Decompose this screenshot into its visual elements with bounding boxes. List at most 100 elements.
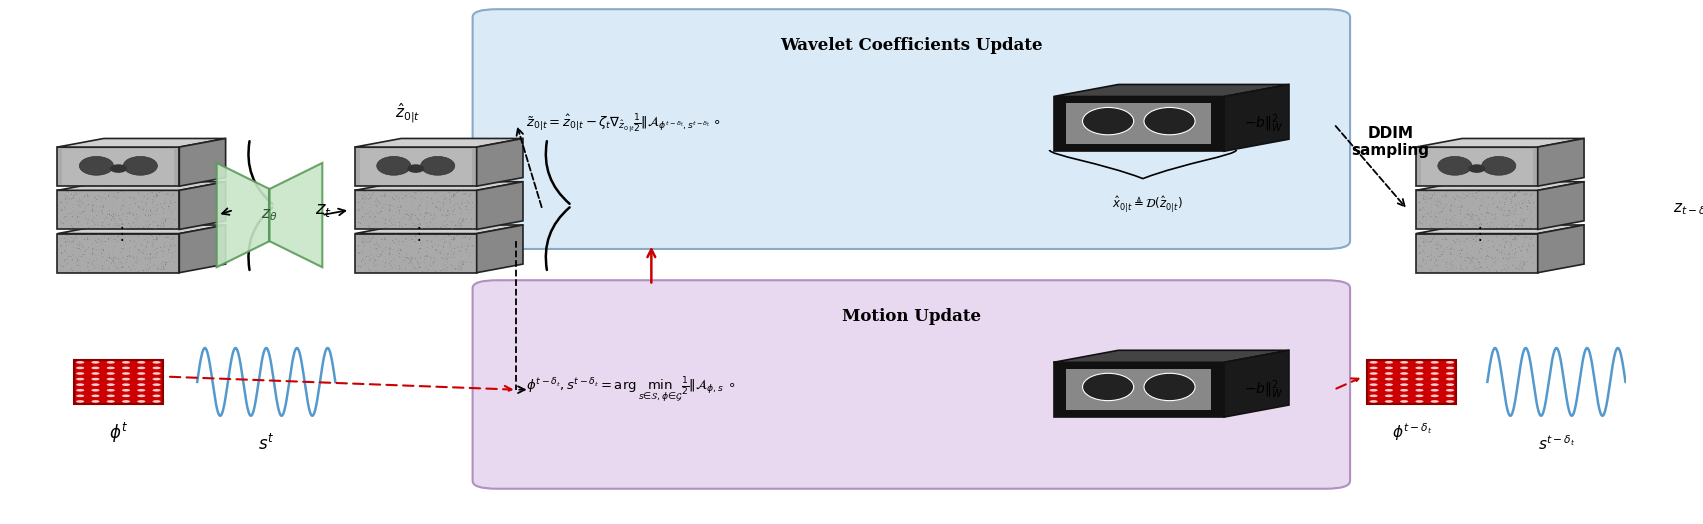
Point — [383, 238, 410, 246]
Point — [376, 245, 404, 253]
Point — [1437, 254, 1465, 262]
Point — [1454, 253, 1482, 261]
Point — [371, 220, 399, 228]
Point — [61, 190, 89, 199]
Point — [1461, 221, 1488, 230]
Point — [140, 194, 167, 203]
Point — [1417, 195, 1444, 204]
Point — [111, 239, 138, 247]
Point — [1448, 248, 1475, 257]
Point — [443, 188, 470, 196]
Point — [427, 223, 455, 231]
Point — [427, 206, 455, 214]
Point — [434, 255, 462, 263]
Point — [1483, 189, 1511, 197]
Point — [54, 239, 82, 247]
Point — [358, 190, 385, 199]
Point — [1417, 255, 1444, 264]
Point — [116, 224, 143, 232]
Point — [1480, 194, 1507, 202]
Point — [1454, 242, 1482, 250]
Point — [433, 255, 460, 263]
Point — [1495, 215, 1522, 223]
Point — [356, 256, 383, 265]
Point — [1517, 233, 1545, 242]
Point — [393, 191, 421, 199]
Point — [397, 235, 424, 243]
Point — [1459, 253, 1487, 261]
Point — [1500, 220, 1528, 228]
Point — [433, 266, 460, 274]
Point — [446, 263, 473, 271]
Point — [1456, 193, 1483, 202]
Point — [417, 255, 444, 263]
Point — [138, 210, 165, 218]
Point — [143, 234, 170, 242]
Point — [1446, 236, 1473, 244]
Point — [417, 219, 444, 227]
Point — [443, 198, 470, 206]
Point — [119, 261, 146, 270]
Point — [1461, 263, 1488, 271]
Point — [87, 267, 114, 275]
Point — [107, 205, 135, 213]
Point — [65, 209, 92, 217]
Point — [157, 254, 184, 262]
Point — [1502, 205, 1529, 213]
Point — [1480, 243, 1507, 251]
Point — [376, 213, 404, 222]
Point — [363, 213, 390, 221]
Point — [346, 249, 373, 258]
Point — [421, 235, 448, 243]
Point — [450, 233, 477, 242]
Point — [359, 233, 387, 241]
Point — [1505, 243, 1533, 252]
Point — [450, 215, 477, 223]
Point — [85, 231, 112, 239]
Circle shape — [107, 372, 114, 375]
Point — [446, 203, 473, 211]
Point — [116, 208, 143, 216]
Point — [1482, 216, 1509, 224]
Point — [1504, 188, 1531, 196]
Point — [351, 188, 378, 196]
Text: $\vdots$: $\vdots$ — [410, 224, 421, 243]
Point — [153, 242, 181, 250]
Point — [1408, 246, 1436, 254]
Point — [63, 234, 90, 242]
Point — [66, 241, 94, 249]
Point — [1475, 193, 1502, 202]
Point — [89, 252, 116, 260]
Point — [1458, 254, 1485, 262]
Point — [433, 210, 460, 219]
Point — [1456, 233, 1483, 241]
Point — [422, 232, 450, 241]
Ellipse shape — [407, 164, 424, 173]
Point — [152, 239, 179, 248]
Point — [121, 194, 148, 203]
Point — [383, 192, 410, 200]
Point — [1424, 209, 1451, 217]
Point — [1459, 223, 1487, 231]
Point — [124, 245, 152, 254]
Point — [63, 218, 90, 226]
Point — [100, 192, 128, 201]
Point — [1512, 233, 1540, 241]
Point — [1509, 219, 1536, 227]
Point — [58, 190, 85, 199]
Point — [97, 255, 124, 263]
Point — [426, 198, 453, 206]
Point — [155, 222, 182, 231]
Point — [419, 265, 446, 274]
Point — [83, 262, 111, 270]
Point — [443, 232, 470, 240]
Point — [1412, 210, 1439, 218]
Point — [405, 205, 433, 213]
Point — [89, 241, 116, 249]
Point — [1420, 259, 1448, 267]
Point — [402, 235, 429, 243]
Point — [1410, 191, 1437, 199]
Point — [61, 234, 89, 242]
Point — [371, 217, 399, 225]
Point — [155, 265, 182, 274]
